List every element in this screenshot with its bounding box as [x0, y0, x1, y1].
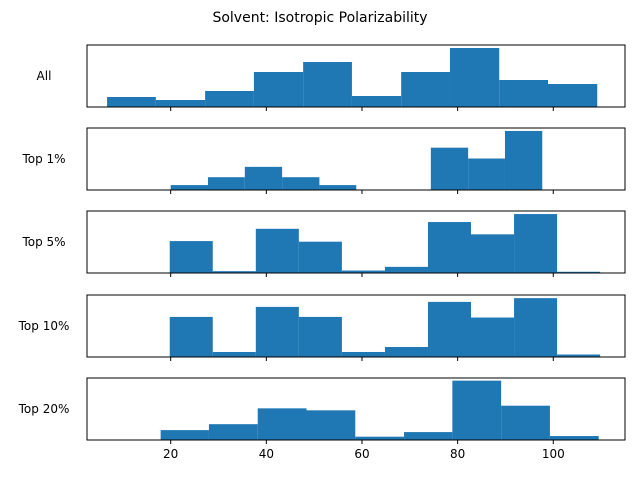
bar-0-4 [303, 62, 352, 107]
bar-2-9 [557, 271, 601, 273]
bar-1-4 [319, 185, 357, 190]
bar-4-5 [404, 432, 453, 440]
chart-title: Solvent: Isotropic Polarizability [212, 10, 427, 26]
panel-label-3: Top 10% [18, 319, 70, 333]
panel-3: Top 10% [18, 294, 626, 361]
bar-1-1 [207, 177, 245, 190]
bar-2-5 [384, 266, 428, 273]
bar-3-8 [514, 298, 558, 357]
bar-0-1 [155, 100, 206, 107]
bar-1-8 [468, 158, 505, 190]
xtick-label-1: 40 [259, 447, 274, 461]
panels: All Top 1% Top 5% Top 10% Top 20% 20 40 60 80 100 [18, 44, 626, 461]
bar-0-8 [499, 80, 549, 107]
panel-label-0: All [37, 69, 52, 83]
panel-frame-3 [86, 294, 626, 358]
bar-1-0 [170, 185, 208, 190]
bar-3-2 [255, 306, 299, 357]
bar-0-3 [253, 72, 304, 107]
bar-4-1 [208, 424, 258, 440]
bar-2-0 [169, 241, 213, 273]
bar-4-3 [306, 410, 356, 440]
bar-0-5 [351, 96, 402, 107]
panel-frame-1 [86, 127, 626, 191]
bar-0-7 [449, 48, 500, 107]
bar-2-4 [341, 270, 385, 273]
panel-2: Top 5% [21, 210, 626, 277]
xtick-label-3: 80 [450, 447, 465, 461]
bar-4-7 [501, 405, 550, 440]
bar-0-0 [107, 97, 156, 107]
panel-label-4: Top 20% [18, 402, 70, 416]
bar-2-6 [427, 222, 472, 273]
bar-1-7 [430, 147, 469, 190]
bar-3-4 [341, 351, 385, 357]
bar-2-7 [471, 234, 515, 273]
panel-frame-4 [86, 377, 626, 441]
panel-frame-0 [86, 44, 626, 108]
panel-label-2: Top 5% [21, 235, 65, 249]
bar-3-7 [471, 317, 515, 357]
bar-0-2 [205, 91, 254, 107]
bar-4-0 [160, 430, 209, 440]
panel-4: Top 20% 20 40 60 80 100 [18, 377, 626, 461]
bar-4-2 [257, 408, 307, 440]
bar-3-1 [212, 351, 256, 357]
bar-3-9 [557, 354, 601, 357]
bar-2-3 [298, 241, 342, 273]
bar-1-2 [244, 166, 283, 190]
bar-4-8 [549, 436, 599, 440]
bar-1-3 [282, 177, 320, 190]
bar-3-5 [384, 346, 428, 357]
bar-1-9 [504, 130, 543, 190]
xtick-label-0: 20 [163, 447, 178, 461]
bar-2-1 [212, 271, 256, 273]
bar-4-4 [355, 436, 405, 440]
xtick-label-4: 100 [542, 447, 565, 461]
panel-label-1: Top 1% [21, 152, 65, 166]
bar-3-3 [298, 316, 342, 357]
panel-frame-2 [86, 210, 626, 274]
bar-3-6 [427, 301, 472, 357]
bar-2-8 [514, 214, 558, 273]
bar-0-9 [548, 84, 598, 107]
panel-1: Top 1% [21, 127, 626, 194]
bar-4-6 [452, 380, 502, 440]
bar-2-2 [255, 228, 299, 273]
xtick-label-2: 60 [354, 447, 369, 461]
bar-0-6 [401, 72, 450, 107]
bar-3-0 [169, 316, 213, 357]
panel-0: All [37, 44, 626, 111]
